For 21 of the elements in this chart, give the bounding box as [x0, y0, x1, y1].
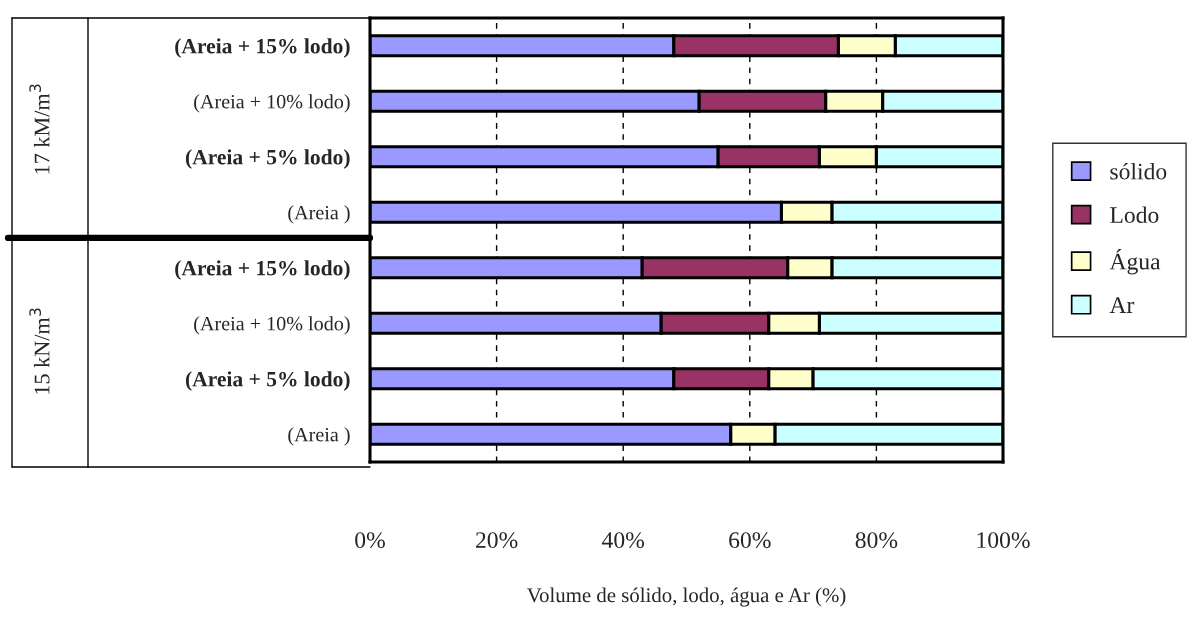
legend-label: Ar: [1109, 297, 1135, 313]
legend-label: Água: [1109, 249, 1161, 275]
x-tick-label: 20%: [476, 532, 518, 549]
x-tick-label: 80%: [855, 532, 898, 549]
legend-label: Lodo: [1110, 206, 1159, 224]
y-tick-label: (Areia + 10% lodo): [194, 316, 350, 335]
x-tick-label: 60%: [729, 532, 771, 549]
x-axis-title: Volume de sólido, lodo, água e Ar (%): [526, 587, 846, 607]
text: 15 kN/m$^{3}$: [29, 308, 50, 394]
x-tick-label: 0%: [355, 532, 385, 549]
y-tick-label: (Areia + 10% lodo): [194, 94, 350, 113]
y-tick-label: (Areia + 5% lodo): [185, 371, 350, 391]
y-tick-label: (Areia + 5% lodo): [185, 149, 350, 169]
text: 17 kM/m$^{3}$: [29, 84, 50, 174]
y-tick-label: (Areia ): [288, 427, 350, 446]
y-tick-label: (Areia + 15% lodo): [175, 260, 350, 280]
x-tick-label: 40%: [602, 532, 645, 549]
y-tick-label: (Areia ): [288, 205, 350, 224]
y-tick-label: (Areia + 15% lodo): [175, 38, 350, 58]
legend-label: sólido: [1110, 162, 1167, 180]
x-tick-label: 100%: [977, 532, 1030, 549]
